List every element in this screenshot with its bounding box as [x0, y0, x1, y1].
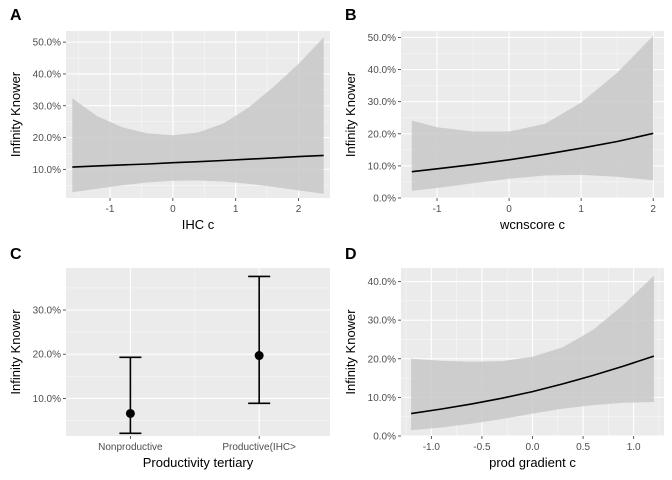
point-estimate: [125, 408, 135, 418]
y-tick-label: 20.0%: [368, 354, 396, 365]
x-axis-title: prod gradient c: [489, 455, 576, 470]
panel-letter: B: [345, 7, 357, 24]
fit-line: [411, 132, 654, 173]
x-tick-label: Productive(IHC>: [222, 442, 296, 453]
x-tick-label: 1: [578, 204, 584, 215]
errorbar-1: [119, 356, 142, 435]
fit-line: [410, 355, 655, 415]
y-tick-label: 20.0%: [368, 129, 396, 140]
x-tick-label: 0: [506, 204, 512, 215]
y-axis-title: Infinity Knower: [8, 309, 23, 395]
y-tick-label: 40.0%: [368, 277, 396, 288]
panel-letter: C: [10, 246, 22, 263]
y-tick-label: 10.0%: [33, 394, 61, 405]
y-axis-title: Infinity Knower: [343, 71, 358, 157]
x-axis-title: wcnscore c: [499, 217, 566, 232]
x-tick-label: Nonproductive: [98, 442, 163, 453]
y-axis-title: Infinity Knower: [8, 71, 23, 157]
y-tick-label: 20.0%: [33, 350, 61, 361]
x-axis-title: IHC c: [182, 217, 215, 232]
x-tick-label: 0.0: [526, 442, 540, 453]
x-tick-label: 2: [650, 204, 656, 215]
x-tick-label: 0: [170, 204, 176, 215]
fit-line: [72, 154, 324, 168]
x-tick-label: -1: [433, 204, 442, 215]
y-tick-label: 0.0%: [373, 194, 396, 205]
x-tick-label: -0.5: [473, 442, 491, 453]
confidence-band: [411, 275, 654, 431]
point-estimate: [254, 351, 264, 361]
plot-background: [66, 268, 330, 436]
errorbar-2: [248, 275, 271, 405]
confidence-band: [72, 37, 324, 194]
x-tick-label: 0.5: [576, 442, 590, 453]
y-tick-label: 0.0%: [373, 432, 396, 443]
y-tick-label: 20.0%: [33, 133, 61, 144]
y-tick-label: 30.0%: [368, 97, 396, 108]
y-axis-title: Infinity Knower: [343, 309, 358, 395]
x-tick-label: 1.0: [627, 442, 641, 453]
confidence-band: [411, 35, 654, 191]
y-tick-label: 40.0%: [368, 65, 396, 76]
panel-a: 10.0% 20.0% 30.0% 40.0% 50.0% -1 0 1 2 IHC c Infin…: [8, 7, 330, 232]
y-tick-label: 10.0%: [368, 161, 396, 172]
y-tick-label: 30.0%: [33, 101, 61, 112]
y-tick-label: 30.0%: [368, 316, 396, 327]
panel-d: 0.0% 10.0% 20.0% 30.0% 40.0% -1.0 -0.5 0.0 0.5 1.…: [343, 246, 664, 470]
panel-b: 0.0% 10.0% 20.0% 30.0% 40.0% 50.0% -1 0 1 2 wcnsco…: [343, 7, 664, 232]
y-tick-label: 50.0%: [33, 38, 61, 49]
x-tick-label: 1: [233, 204, 239, 215]
panel-c: 10.0% 20.0% 30.0% Nonproductive Productive(I…: [8, 246, 330, 470]
x-tick-label: 2: [296, 204, 302, 215]
x-axis-title: Productivity tertiary: [143, 455, 254, 470]
panel-letter: D: [345, 246, 357, 263]
y-tick-label: 10.0%: [33, 165, 61, 176]
x-tick-label: -1.0: [423, 442, 441, 453]
x-tick-label: -1: [106, 204, 115, 215]
y-tick-label: 50.0%: [368, 33, 396, 44]
y-tick-label: 40.0%: [33, 69, 61, 80]
y-tick-label: 10.0%: [368, 393, 396, 404]
y-tick-label: 30.0%: [33, 306, 61, 317]
panel-letter: A: [10, 7, 22, 24]
